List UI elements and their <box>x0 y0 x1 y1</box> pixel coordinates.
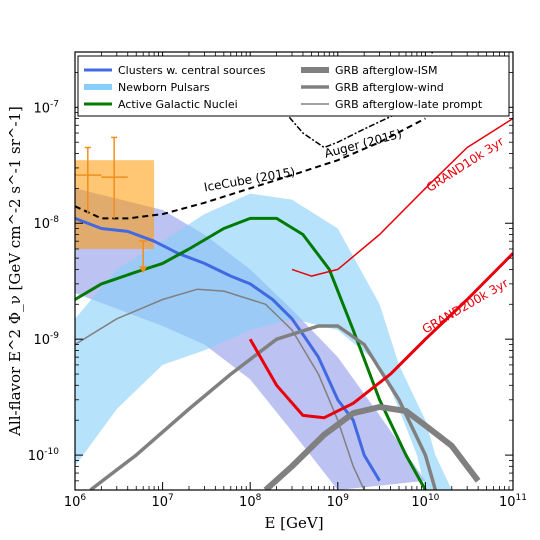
grb-afterglow-ism-line <box>263 404 481 490</box>
legend-label-newborn-pulsars: Newborn Pulsars <box>118 81 210 94</box>
active-galactic-nuclei-line <box>75 216 427 490</box>
y-tick-label-neg7: 10-7 <box>33 99 59 116</box>
x-tick-label-8: 108 <box>239 493 262 510</box>
legend-label-grb-afterglow-wind: GRB afterglow-wind <box>335 81 444 94</box>
y-tick-label-neg10: 10-10 <box>28 447 60 464</box>
clusters-w-central-sources-line <box>75 216 381 482</box>
legend-label-active-galactic-nuclei: Active Galactic Nuclei <box>118 98 238 111</box>
legend-label-grb-afterglow-ism: GRB afterglow-ISM <box>335 64 438 77</box>
legend-box <box>77 55 510 117</box>
series-layer <box>75 52 513 490</box>
x-tick-label-10: 1010 <box>411 493 439 510</box>
legend-label-grb-afterglow-late-prompt: GRB afterglow-late prompt <box>335 98 483 111</box>
grand10k-3yr-line <box>291 117 513 277</box>
x-axis-label: E [GeV] <box>264 514 323 532</box>
data-point-2 <box>101 136 128 219</box>
plot-frame <box>74 51 514 491</box>
data-point-3 <box>139 240 148 274</box>
grb-afterglow-late-prompt-line <box>75 288 365 490</box>
legend: Clusters w. central sources Newborn Pulsa… <box>77 55 510 117</box>
x-tick-label-7: 107 <box>151 493 173 510</box>
x-tick-label-9: 109 <box>327 493 350 510</box>
x-tick-label-6: 106 <box>64 493 87 510</box>
y-tick-label-neg8: 10-8 <box>33 215 59 232</box>
y-axis-label: All-flavor E^2 Φ_ν [GeV cm^-2 s^-1 sr^-1… <box>6 106 24 437</box>
grb-afterglow-wind-line <box>89 324 438 490</box>
axes-layer: 106 107 108 109 1010 1011 10-10 10-9 10-8 10-7 <box>28 51 527 510</box>
y-tick-label-neg9: 10-9 <box>33 331 59 348</box>
legend-label-clusters-w-central-sources: Clusters w. central sources <box>118 64 266 77</box>
x-tick-label-11: 1011 <box>499 493 527 510</box>
data-point-1 <box>75 146 102 215</box>
grand200k-3yr-line <box>248 252 513 420</box>
newborn-pulsars-band <box>75 193 452 490</box>
